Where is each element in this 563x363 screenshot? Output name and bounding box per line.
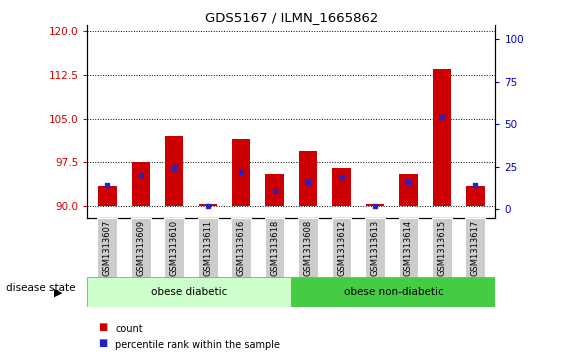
Bar bbox=[131, 218, 151, 278]
Text: percentile rank within the sample: percentile rank within the sample bbox=[115, 340, 280, 350]
Text: GSM1313609: GSM1313609 bbox=[136, 220, 145, 276]
Bar bbox=[299, 151, 318, 206]
Bar bbox=[87, 277, 292, 307]
Text: GSM1313618: GSM1313618 bbox=[270, 220, 279, 276]
Bar bbox=[366, 204, 384, 206]
Bar bbox=[265, 174, 284, 206]
Bar bbox=[298, 218, 318, 278]
Title: GDS5167 / ILMN_1665862: GDS5167 / ILMN_1665862 bbox=[205, 11, 378, 24]
Bar bbox=[433, 69, 451, 206]
Text: GSM1313615: GSM1313615 bbox=[437, 220, 446, 276]
Text: GSM1313607: GSM1313607 bbox=[103, 220, 112, 276]
Text: GSM1313612: GSM1313612 bbox=[337, 220, 346, 276]
Bar bbox=[198, 218, 217, 278]
Text: GSM1313613: GSM1313613 bbox=[370, 220, 379, 276]
Bar bbox=[399, 174, 418, 206]
Text: disease state: disease state bbox=[6, 283, 75, 293]
Bar bbox=[292, 277, 495, 307]
Text: obese diabetic: obese diabetic bbox=[151, 287, 227, 297]
Bar bbox=[98, 186, 117, 206]
Text: GSM1313611: GSM1313611 bbox=[203, 220, 212, 276]
Text: GSM1313616: GSM1313616 bbox=[236, 220, 245, 276]
Text: GSM1313608: GSM1313608 bbox=[303, 220, 312, 276]
Bar bbox=[165, 136, 184, 206]
Bar bbox=[97, 218, 117, 278]
Bar bbox=[232, 139, 251, 206]
Bar bbox=[432, 218, 452, 278]
Bar bbox=[199, 204, 217, 206]
Bar bbox=[164, 218, 184, 278]
Text: GSM1313617: GSM1313617 bbox=[471, 220, 480, 276]
Text: GSM1313614: GSM1313614 bbox=[404, 220, 413, 276]
Text: ■: ■ bbox=[99, 338, 108, 348]
Text: count: count bbox=[115, 323, 143, 334]
Bar bbox=[332, 168, 351, 206]
Bar bbox=[132, 162, 150, 206]
Text: ■: ■ bbox=[99, 322, 108, 332]
Text: obese non-diabetic: obese non-diabetic bbox=[343, 287, 443, 297]
Bar bbox=[265, 218, 284, 278]
Bar bbox=[231, 218, 251, 278]
Text: GSM1313610: GSM1313610 bbox=[170, 220, 179, 276]
Text: ▶: ▶ bbox=[53, 288, 62, 298]
Bar bbox=[466, 218, 485, 278]
Bar bbox=[399, 218, 418, 278]
Bar bbox=[365, 218, 385, 278]
Bar bbox=[466, 186, 485, 206]
Bar bbox=[332, 218, 351, 278]
